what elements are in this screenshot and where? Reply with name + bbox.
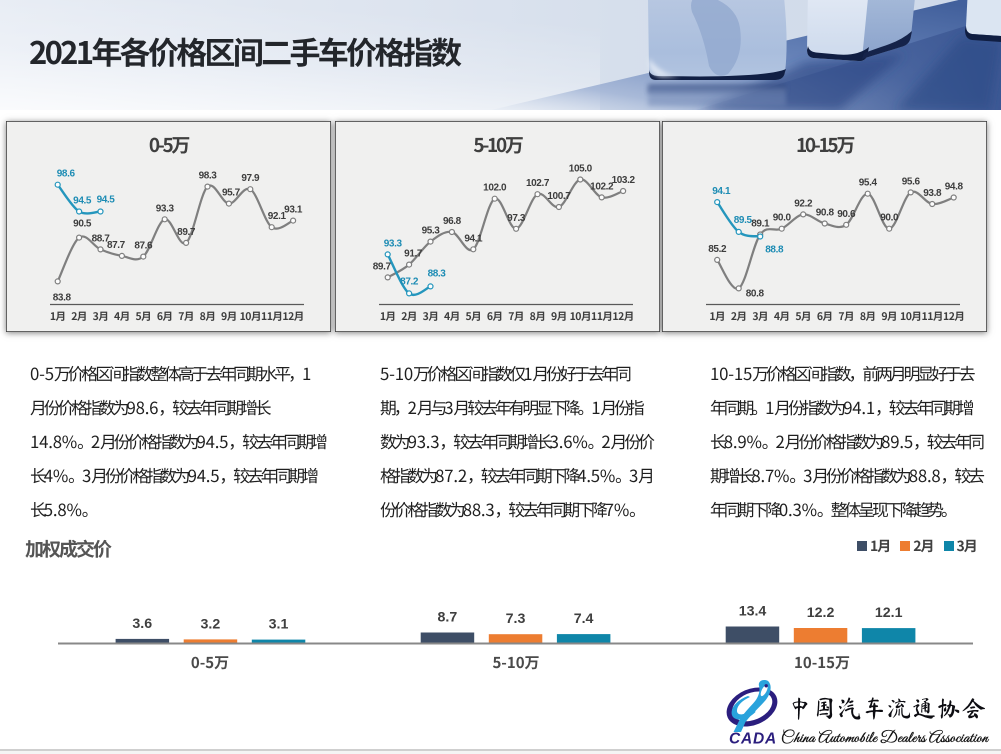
svg-text:87.7: 87.7 (107, 240, 126, 251)
svg-text:10-15万: 10-15万 (794, 652, 850, 673)
svg-text:89.5: 89.5 (734, 215, 753, 226)
svg-text:3月: 3月 (423, 309, 439, 324)
svg-text:91.7: 91.7 (404, 249, 423, 260)
svg-text:1月: 1月 (50, 309, 66, 324)
svg-text:88.7: 88.7 (92, 233, 111, 244)
svg-text:0-5万: 0-5万 (191, 652, 229, 673)
svg-text:4月: 4月 (774, 309, 790, 324)
svg-text:98.3: 98.3 (199, 171, 218, 182)
svg-text:10月: 10月 (570, 309, 591, 324)
svg-text:7月: 7月 (178, 309, 194, 324)
svg-text:6月: 6月 (487, 309, 503, 324)
svg-text:90.0: 90.0 (773, 213, 792, 224)
svg-text:94.5: 94.5 (97, 195, 116, 206)
svg-text:9月: 9月 (221, 309, 237, 324)
svg-text:10-15万: 10-15万 (796, 131, 854, 158)
svg-text:12月: 12月 (612, 309, 633, 324)
svg-text:2月: 2月 (71, 309, 87, 324)
svg-text:89.1: 89.1 (751, 219, 770, 230)
svg-text:102.0: 102.0 (483, 183, 507, 194)
svg-text:3月: 3月 (93, 309, 109, 324)
svg-text:88.3: 88.3 (428, 268, 447, 279)
svg-text:90.5: 90.5 (73, 219, 92, 230)
svg-text:8月: 8月 (530, 309, 546, 324)
svg-text:7.4: 7.4 (574, 611, 594, 627)
svg-text:89.7: 89.7 (373, 261, 392, 272)
svg-text:7月: 7月 (838, 309, 854, 324)
svg-text:6月: 6月 (817, 309, 833, 324)
svg-text:97.3: 97.3 (507, 213, 526, 224)
svg-text:11月: 11月 (261, 309, 282, 324)
svg-text:80.8: 80.8 (746, 288, 765, 299)
svg-text:7.3: 7.3 (506, 611, 526, 627)
svg-text:93.8: 93.8 (923, 188, 942, 199)
svg-text:102.7: 102.7 (526, 178, 550, 189)
svg-text:11月: 11月 (922, 309, 943, 324)
svg-text:92.1: 92.1 (268, 211, 287, 222)
svg-text:9月: 9月 (551, 309, 567, 324)
svg-text:12.1: 12.1 (875, 605, 903, 621)
svg-text:3.1: 3.1 (269, 617, 289, 633)
svg-text:China Automobile Dealers Assoc: China Automobile Dealers Association (781, 728, 989, 749)
svg-text:1月: 1月 (380, 309, 396, 324)
svg-text:11月: 11月 (591, 309, 612, 324)
svg-text:94.1: 94.1 (464, 233, 483, 244)
svg-text:93.3: 93.3 (156, 203, 175, 214)
svg-text:88.8: 88.8 (765, 245, 784, 256)
svg-text:90.8: 90.8 (816, 208, 835, 219)
svg-text:7月: 7月 (508, 309, 524, 324)
svg-text:89.7: 89.7 (177, 227, 196, 238)
svg-text:93.3: 93.3 (384, 238, 403, 249)
svg-text:3.2: 3.2 (201, 616, 221, 632)
svg-text:95.3: 95.3 (422, 226, 441, 237)
svg-text:CADA: CADA (729, 731, 777, 748)
svg-text:97.9: 97.9 (241, 173, 260, 184)
svg-text:5月: 5月 (795, 309, 811, 324)
svg-text:105.0: 105.0 (569, 164, 593, 175)
svg-text:6月: 6月 (157, 309, 173, 324)
svg-text:4月: 4月 (444, 309, 460, 324)
svg-text:90.0: 90.0 (880, 213, 899, 224)
svg-text:12月: 12月 (943, 309, 964, 324)
svg-text:93.1: 93.1 (284, 205, 303, 216)
svg-text:98.6: 98.6 (57, 169, 76, 180)
svg-text:94.5: 94.5 (73, 196, 92, 207)
svg-text:4月: 4月 (114, 309, 130, 324)
svg-text:102.2: 102.2 (590, 181, 614, 192)
svg-text:2月: 2月 (401, 309, 417, 324)
svg-text:83.8: 83.8 (53, 292, 72, 303)
svg-text:90.6: 90.6 (837, 209, 856, 220)
svg-text:10月: 10月 (900, 309, 921, 324)
svg-text:12.2: 12.2 (807, 605, 835, 621)
svg-text:1月: 1月 (709, 309, 725, 324)
svg-text:5-10万: 5-10万 (492, 652, 539, 673)
svg-text:8.7: 8.7 (438, 610, 458, 626)
svg-text:8月: 8月 (200, 309, 216, 324)
svg-text:9月: 9月 (881, 309, 897, 324)
svg-text:3月: 3月 (752, 309, 768, 324)
svg-text:85.2: 85.2 (708, 244, 727, 255)
svg-text:100.7: 100.7 (547, 191, 571, 202)
svg-text:95.6: 95.6 (902, 176, 921, 187)
svg-text:5月: 5月 (135, 309, 151, 324)
svg-text:94.1: 94.1 (712, 186, 731, 197)
svg-text:87.6: 87.6 (134, 241, 153, 252)
svg-text:95.4: 95.4 (859, 178, 878, 189)
svg-text:3.6: 3.6 (132, 616, 152, 632)
svg-text:13.4: 13.4 (739, 604, 767, 620)
svg-text:103.2: 103.2 (612, 175, 636, 186)
svg-text:5月: 5月 (465, 309, 481, 324)
svg-text:2月: 2月 (731, 309, 747, 324)
svg-text:5-10万: 5-10万 (473, 131, 522, 158)
svg-text:12月: 12月 (282, 309, 303, 324)
svg-text:中国汽车流通协会: 中国汽车流通协会 (788, 696, 986, 720)
svg-text:92.2: 92.2 (794, 198, 813, 209)
svg-text:10月: 10月 (240, 309, 261, 324)
svg-text:94.8: 94.8 (945, 182, 964, 193)
svg-text:96.8: 96.8 (443, 216, 462, 227)
svg-text:0-5万: 0-5万 (149, 131, 190, 158)
svg-text:8月: 8月 (860, 309, 876, 324)
svg-text:95.7: 95.7 (222, 188, 241, 199)
svg-text:87.2: 87.2 (400, 276, 419, 287)
